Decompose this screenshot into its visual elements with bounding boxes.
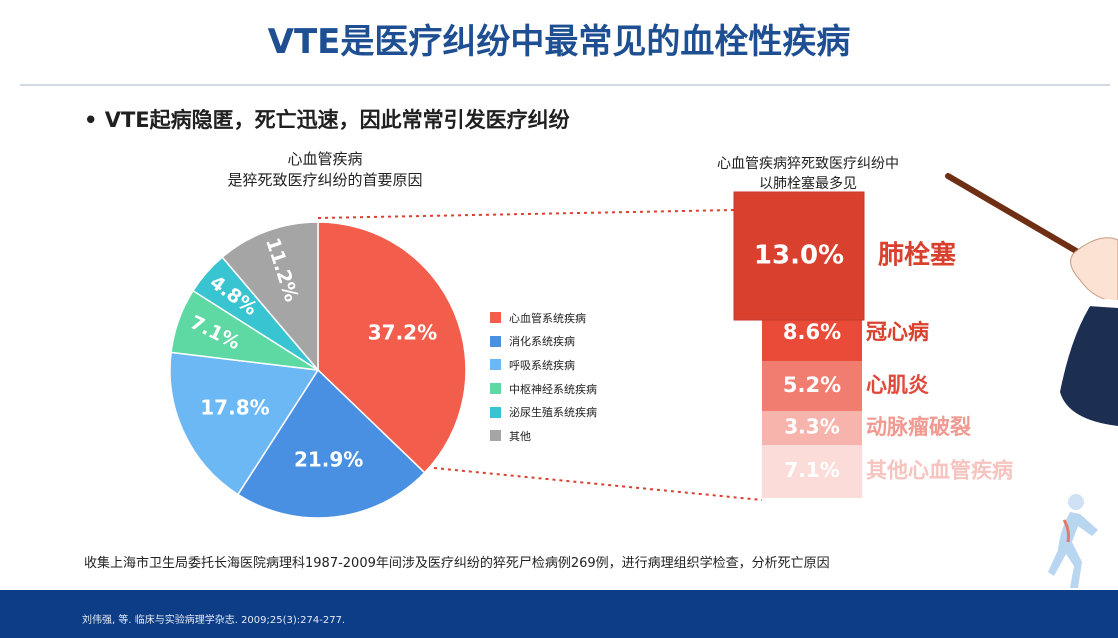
presenter-hand-icon [1070,237,1118,303]
legend-swatch-3 [490,359,501,371]
bar-category-1: 肺栓塞 [878,240,956,271]
legend-swatch-5 [490,406,501,418]
legend-label-5: 泌尿生殖系统疾病 [509,406,597,420]
legend-item-2: 消化系统疾病 [490,330,597,354]
legend-label-6: 其他 [509,429,531,443]
pie-label-3: 17.8% [200,396,269,420]
bar-value-2: 8.6% [783,320,841,344]
bar-category-5: 其他心血管疾病 [866,459,1013,483]
pie-slice-6 [221,221,319,373]
bar-caption-line1: 心血管疾病猝死致医疗纠纷中 [717,156,899,172]
footer-bar [0,590,1118,638]
legend-swatch-2 [490,335,501,347]
pie-slice-1 [317,221,467,474]
pie-legend: 心血管系统疾病 消化系统疾病 呼吸系统疾病中枢神经系统疾病 泌尿生殖系统疾病 其他 [490,306,597,448]
citation: 刘伟强, 等. 临床与实验病理学杂志. 2009;25(3):274-277. [82,615,346,626]
legend-label-3: 呼吸系统疾病 [509,358,575,372]
pie-label-1: 37.2% [368,321,437,345]
pie-slice-2 [236,368,426,519]
runner-figure-icon [1048,494,1098,588]
bar-category-3: 心肌炎 [866,373,929,397]
legend-label-1: 心血管系统疾病 [509,311,586,325]
bullet-dot-icon: • [84,108,105,132]
legend-item-3: 呼吸系统疾病 [490,353,597,377]
bullet-text: VTE起病隐匿，死亡迅速，因此常常引发医疗纠纷 [104,108,570,132]
pie-caption-line1: 心血管疾病 [287,150,363,168]
legend-item-5: 泌尿生殖系统疾病 [490,400,597,424]
pointer-stick [945,173,1098,265]
bar-box-5 [762,445,862,498]
bar-caption-line2: 以肺栓塞最多见 [759,176,857,192]
bar-box-4 [762,411,862,445]
bar-category-2: 冠心病 [866,320,929,344]
pie-caption-line2: 是猝死致医疗纠纷的首要原因 [227,171,423,189]
bar-box-1 [733,191,865,321]
page-title: VTE是医疗纠纷中最常见的血栓性疾病 [267,22,851,62]
legend-item-1: 心血管系统疾病 [490,306,597,330]
legend-swatch-1 [490,312,501,324]
bar-category-4: 动脉瘤破裂 [866,415,971,439]
title-divider [20,84,1110,86]
connector-line-bottom [433,467,763,501]
legend-swatch-4 [490,383,501,395]
legend-swatch-6 [490,430,501,442]
bar-caption: 心血管疾病猝死致医疗纠纷中 以肺栓塞最多见 [668,154,948,194]
presenter-cuff-icon [1088,298,1118,308]
bar-value-3: 5.2% [783,373,841,397]
bar-box-3 [762,361,862,411]
pie-slice-3 [169,351,320,496]
bar-value-4: 3.3% [784,415,839,439]
legend-label-4: 中枢神经系统疾病 [509,382,597,396]
bar-value-5: 7.1% [784,458,839,482]
pie-label-2: 21.9% [294,448,363,472]
bullet-point: • VTE起病隐匿，死亡迅速，因此常常引发医疗纠纷 [84,104,570,134]
footnote: 收集上海市卫生局委托长海医院病理科1987-2009年间涉及医疗纠纷的猝死尸检病… [84,556,830,571]
presenter-sleeve-icon [1060,300,1118,426]
chart-canvas: 37.2%21.9%17.8%7.1%4.8% 11.2% 8.6% 冠心病5.2%… [169,173,1118,519]
legend-item-6: 其他 [490,424,597,448]
legend-label-2: 消化系统疾病 [509,335,575,349]
bar-value-1: 13.0% [754,241,844,271]
pie-caption: 心血管疾病 是猝死致医疗纠纷的首要原因 [165,149,485,191]
connector-line-top [317,209,736,219]
legend-item-4: 中枢神经系统疾病 [490,377,597,401]
